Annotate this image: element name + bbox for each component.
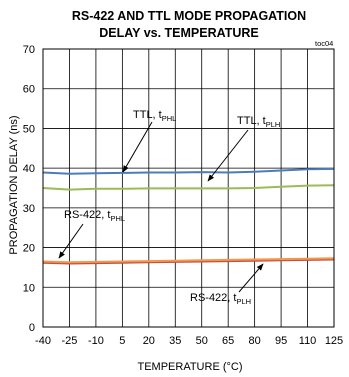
- y-tick-label: 10: [23, 282, 35, 294]
- x-tick-label: 95: [275, 335, 287, 347]
- y-tick-label: 60: [23, 84, 35, 96]
- annotation-rs422-tphl: RS-422, tPHL: [58, 209, 125, 259]
- series-line-0: [42, 167, 335, 175]
- x-tick-label: -40: [35, 335, 51, 347]
- figure-tag: toc04: [315, 39, 333, 48]
- series-lines: [42, 167, 335, 265]
- chart-title-line2: DELAY vs. TEMPERATURE: [99, 26, 259, 40]
- annotation-ttl-tplh-label: TTL, tPLH: [237, 115, 280, 129]
- series-line-2: [42, 258, 335, 265]
- x-tick-label: 80: [249, 335, 261, 347]
- y-tick-label: 40: [23, 163, 35, 175]
- annotation-ttl-tphl-arrow: [122, 121, 153, 173]
- x-tick-label: 65: [222, 335, 234, 347]
- y-axis-label: PROPAGATION DELAY (ns): [8, 115, 20, 254]
- annotation-ttl-tplh: TTL, tPLH: [207, 115, 280, 182]
- x-tick-label: -25: [62, 335, 78, 347]
- annotation-ttl-tphl: TTL, tPHL: [122, 109, 176, 173]
- x-axis-label: TEMPERATURE (°C): [137, 361, 242, 373]
- x-tick-label: 125: [325, 335, 343, 347]
- annotation-ttl-tplh-arrow: [207, 129, 249, 182]
- plot-frame: [42, 48, 335, 328]
- chart-title-line1: RS-422 AND TTL MODE PROPAGATION: [72, 9, 306, 23]
- x-tick-label: 5: [119, 335, 125, 347]
- y-tick-label: 20: [23, 243, 35, 255]
- annotation-rs422-tphl-arrow: [58, 223, 84, 259]
- annotation-rs422-tplh-label: RS-422, tPLH: [190, 292, 251, 306]
- annotation-rs422-tplh: RS-422, tPLH: [190, 263, 264, 306]
- annotation-rs422-tphl-label: RS-422, tPHL: [64, 209, 125, 223]
- x-tick-label: 110: [299, 335, 317, 347]
- series-line-1: [42, 184, 335, 191]
- annotation-ttl-tphl-label: TTL, tPHL: [133, 109, 176, 123]
- annotation-rs422-tplh-arrow: [238, 263, 264, 293]
- y-tick-label: 0: [29, 322, 35, 334]
- y-tick-label: 70: [23, 44, 35, 56]
- x-tick-label: 50: [196, 335, 208, 347]
- x-tick-label: 20: [143, 335, 155, 347]
- tick-labels: -40 -25 -10 5 20 35 50 65 80 95 110 125 0 10 20 30 40 50 6…: [23, 44, 343, 347]
- y-tick-label: 50: [23, 123, 35, 135]
- y-tick-label: 30: [23, 203, 35, 215]
- x-tick-label: 35: [169, 335, 181, 347]
- series-line-3: [42, 257, 335, 264]
- x-tick-label: -10: [88, 335, 104, 347]
